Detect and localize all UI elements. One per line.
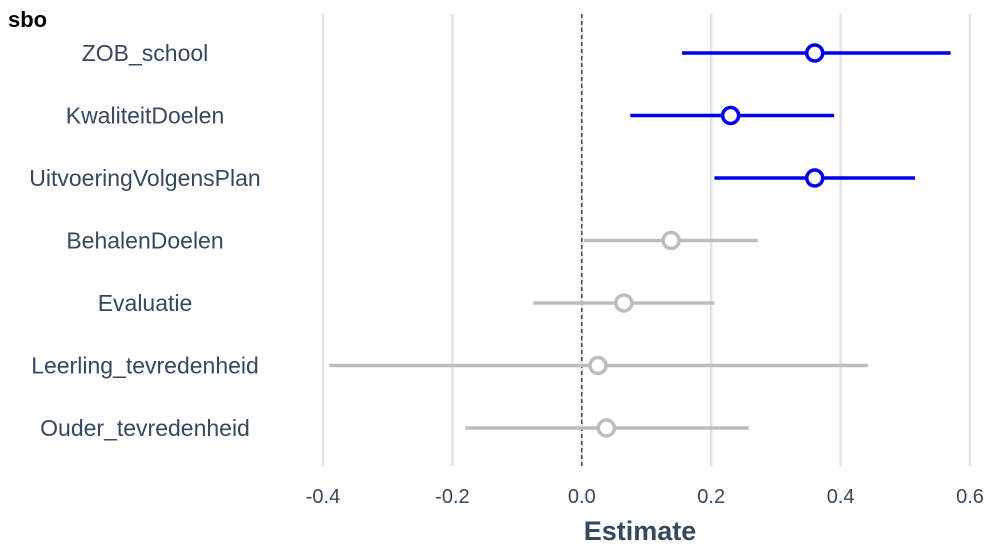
x-axis-label: Estimate — [584, 516, 697, 546]
y-axis-labels: ZOB_school KwaliteitDoelen UitvoeringVolge… — [29, 40, 260, 441]
estimate-point — [720, 105, 741, 126]
x-tick-label: -0.2 — [435, 486, 469, 508]
estimate-rows — [329, 43, 951, 438]
y-axis-label: Ouder_tevredenheid — [40, 415, 250, 441]
row-5 — [329, 355, 868, 376]
chart-title: sbo — [8, 7, 47, 32]
y-axis-label: ZOB_school — [82, 40, 209, 66]
y-axis-label: UitvoeringVolgensPlan — [29, 165, 260, 191]
y-axis-label: KwaliteitDoelen — [66, 103, 225, 129]
row-0 — [682, 43, 951, 63]
row-3 — [583, 230, 758, 251]
estimate-point — [614, 293, 634, 313]
row-2 — [714, 168, 916, 188]
x-tick-label: -0.4 — [306, 486, 340, 508]
x-tick-label: 0.2 — [697, 486, 725, 508]
x-tick-label: 0.4 — [827, 486, 855, 508]
row-4 — [533, 293, 715, 313]
estimate-point — [661, 230, 681, 251]
estimate-point — [588, 355, 608, 376]
y-axis-label: BehalenDoelen — [66, 228, 223, 254]
estimate-point — [596, 418, 617, 438]
x-tick-label: 0.6 — [956, 486, 984, 508]
row-1 — [630, 105, 835, 126]
x-tick-label: 0.0 — [568, 486, 596, 508]
estimate-point — [804, 168, 825, 188]
estimate-point — [804, 43, 825, 63]
row-6 — [465, 418, 749, 438]
x-axis-ticks: -0.4 -0.2 0.0 0.2 0.4 0.6 — [306, 486, 984, 508]
y-axis-label: Leerling_tevredenheid — [31, 353, 259, 379]
y-axis-label: Evaluatie — [98, 290, 193, 316]
